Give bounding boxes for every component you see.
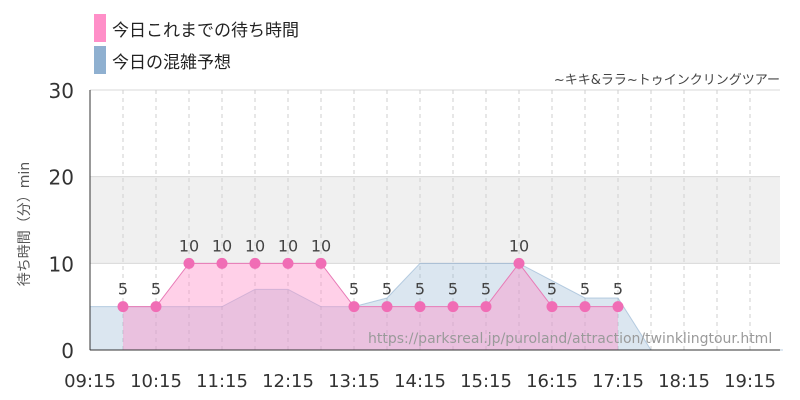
- y-tick-label: 30: [49, 79, 74, 103]
- data-point: [315, 257, 327, 269]
- legend-swatch-forecast: [94, 46, 106, 74]
- data-label: 5: [481, 280, 491, 299]
- x-tick-label: 17:15: [592, 371, 644, 392]
- legend-label-actual: 今日これまでの待ち時間: [112, 20, 299, 41]
- data-point: [381, 301, 393, 313]
- data-point: [249, 257, 261, 269]
- x-tick-label: 18:15: [658, 371, 710, 392]
- data-point: [183, 257, 195, 269]
- x-tick-label: 12:15: [262, 371, 314, 392]
- data-point: [282, 257, 294, 269]
- data-label: 10: [311, 236, 331, 255]
- legend-item-forecast: 今日の混雑予想: [94, 45, 231, 75]
- data-point: [480, 301, 492, 313]
- actual-line: [123, 262, 618, 308]
- shaded-band: [90, 176, 780, 264]
- data-point: [150, 301, 162, 313]
- x-tick-label: 10:15: [130, 371, 182, 392]
- data-label: 5: [382, 280, 392, 299]
- x-tick-label: 19:15: [724, 371, 776, 392]
- y-axis-label: 待ち時間（分）min: [17, 161, 33, 287]
- data-label: 5: [349, 280, 359, 299]
- data-point: [414, 301, 426, 313]
- y-tick-label: 20: [49, 166, 74, 190]
- data-label: 5: [448, 280, 458, 299]
- x-tick-label: 15:15: [460, 371, 512, 392]
- x-tick-label: 09:15: [64, 371, 116, 392]
- y-tick-label: 0: [61, 339, 74, 363]
- data-label: 5: [547, 280, 557, 299]
- data-label: 5: [415, 280, 425, 299]
- data-label: 5: [613, 280, 623, 299]
- data-point: [612, 301, 624, 313]
- data-point: [447, 301, 459, 313]
- x-tick-label: 14:15: [394, 371, 446, 392]
- data-point: [579, 301, 591, 313]
- legend-swatch-actual: [94, 14, 106, 42]
- data-label: 5: [151, 280, 161, 299]
- source-url-watermark: https://parksreal.jp/puroland/attraction…: [368, 331, 773, 347]
- x-tick-label: 16:15: [526, 371, 578, 392]
- data-point: [117, 301, 129, 313]
- data-label: 10: [278, 236, 298, 255]
- data-label: 10: [212, 236, 232, 255]
- data-point: [546, 301, 558, 313]
- x-tick-label: 11:15: [196, 371, 248, 392]
- data-label: 5: [118, 280, 128, 299]
- data-point: [348, 301, 360, 313]
- y-tick-label: 10: [49, 252, 74, 276]
- chart-subtitle: ~キキ&ララ~トゥインクリングツアー: [553, 73, 780, 88]
- data-label: 10: [179, 236, 199, 255]
- data-point: [216, 257, 228, 269]
- legend-item-actual: 今日これまでの待ち時間: [94, 13, 299, 43]
- legend-label-forecast: 今日の混雑予想: [112, 52, 231, 73]
- x-tick-label: 13:15: [328, 371, 380, 392]
- data-point: [513, 257, 525, 269]
- data-label: 10: [509, 236, 529, 255]
- data-label: 5: [580, 280, 590, 299]
- data-label: 10: [245, 236, 265, 255]
